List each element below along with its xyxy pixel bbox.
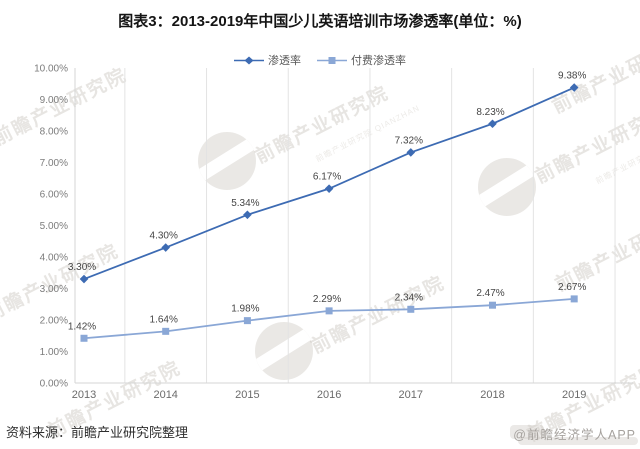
data-point-label: 3.30%	[68, 262, 96, 273]
x-tick-label: 2017	[399, 389, 423, 401]
data-point-marker	[79, 274, 89, 284]
legend-item-penetration: 渗透率	[234, 52, 301, 68]
y-tick-label: 4.00%	[40, 253, 68, 264]
data-point-marker	[80, 334, 88, 342]
y-tick-label: 6.00%	[40, 190, 68, 201]
data-point-label: 2.29%	[313, 294, 341, 305]
data-point-label: 2.67%	[558, 282, 586, 293]
chart-legend: 渗透率 付费渗透率	[0, 52, 640, 68]
y-tick-label: 8.00%	[40, 127, 68, 138]
y-tick-label: 0.00%	[40, 379, 68, 390]
y-tick-label: 1.00%	[40, 347, 68, 358]
data-point-label: 5.34%	[231, 198, 259, 209]
data-point-marker	[161, 243, 170, 252]
data-point-label: 2.47%	[476, 288, 504, 299]
x-tick-label: 2015	[235, 389, 259, 401]
line-diamond-marker-icon	[234, 56, 264, 64]
x-tick-label: 2014	[153, 389, 177, 401]
data-point-label: 1.42%	[68, 321, 96, 332]
x-tick-label: 2019	[562, 389, 586, 401]
y-tick-label: 2.00%	[40, 316, 68, 327]
source-note: 资料来源：前瞻产业研究院整理	[6, 425, 189, 440]
y-tick-label: 7.00%	[40, 158, 68, 169]
data-point-label: 1.98%	[231, 304, 259, 315]
data-point-label: 6.17%	[313, 172, 341, 183]
x-tick-label: 2013	[72, 389, 96, 401]
data-point-marker	[324, 184, 334, 193]
watermark-pill	[510, 425, 544, 439]
y-tick-label: 3.00%	[40, 284, 68, 295]
data-point-marker	[489, 301, 496, 309]
data-point-marker	[407, 305, 415, 313]
data-point-marker	[162, 327, 170, 335]
legend-label-paid-penetration: 付费渗透率	[351, 55, 406, 67]
legend-label-penetration: 渗透率	[268, 55, 301, 67]
app-credit-watermark: @前瞻经济学人APP	[513, 428, 636, 442]
data-point-label: 2.34%	[395, 292, 423, 303]
data-point-label: 9.38%	[558, 71, 586, 82]
data-point-marker	[243, 210, 252, 220]
data-point-marker	[325, 307, 333, 315]
watermark-pill	[518, 437, 638, 445]
line-square-marker-icon	[317, 56, 347, 64]
legend-item-paid-penetration: 付费渗透率	[317, 52, 406, 68]
data-point-label: 4.30%	[150, 231, 178, 242]
data-point-label: 7.32%	[395, 135, 423, 146]
data-point-marker	[570, 295, 578, 303]
y-tick-label: 9.00%	[40, 95, 68, 106]
data-point-marker	[569, 83, 579, 92]
data-point-label: 8.23%	[476, 107, 504, 118]
x-tick-label: 2016	[317, 389, 341, 401]
data-point-marker	[488, 119, 497, 129]
chart-title: 图表3：2013-2019年中国少儿英语培训市场渗透率(单位：%)	[118, 13, 522, 30]
y-tick-label: 5.00%	[40, 221, 68, 232]
data-point-label: 1.64%	[150, 314, 178, 325]
x-tick-label: 2018	[480, 389, 504, 401]
y-tick-label: 10.00%	[34, 64, 68, 75]
data-point-marker	[406, 148, 416, 157]
data-point-marker	[243, 317, 251, 325]
